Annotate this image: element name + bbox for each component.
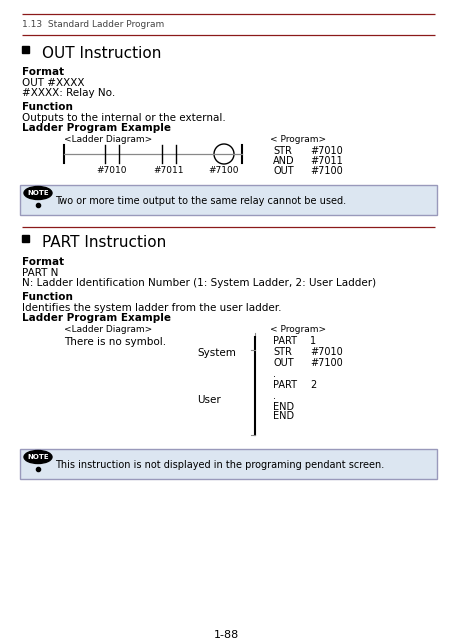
Text: #7100: #7100 <box>310 358 343 368</box>
Bar <box>22 46 29 53</box>
Text: 1-88: 1-88 <box>214 630 239 640</box>
Text: #7011: #7011 <box>310 156 343 166</box>
Text: Ladder Program Example: Ladder Program Example <box>22 123 171 133</box>
Text: PART Instruction: PART Instruction <box>42 235 166 250</box>
Text: #7011: #7011 <box>154 166 184 175</box>
Text: Function: Function <box>22 102 73 112</box>
Text: OUT: OUT <box>273 358 294 368</box>
Text: .: . <box>273 391 276 401</box>
Text: OUT #XXXX: OUT #XXXX <box>22 78 85 88</box>
Text: < Program>: < Program> <box>270 135 326 144</box>
Text: Identifies the system ladder from the user ladder.: Identifies the system ladder from the us… <box>22 303 281 313</box>
Text: NOTE: NOTE <box>27 454 49 460</box>
Text: PART N: PART N <box>22 268 58 278</box>
Text: 1: 1 <box>310 336 316 346</box>
Text: STR: STR <box>273 347 292 357</box>
Text: #7100: #7100 <box>310 166 343 176</box>
Text: END: END <box>273 402 294 412</box>
Text: 1.13  Standard Ladder Program: 1.13 Standard Ladder Program <box>22 20 164 29</box>
Text: Outputs to the internal or the external.: Outputs to the internal or the external. <box>22 113 226 123</box>
Text: Function: Function <box>22 292 73 302</box>
Text: .: . <box>273 369 276 379</box>
Text: OUT: OUT <box>273 166 294 176</box>
Text: PART: PART <box>273 336 297 346</box>
Text: #7010: #7010 <box>310 347 343 357</box>
Text: User: User <box>197 395 221 405</box>
Text: 2: 2 <box>310 380 316 390</box>
Text: <Ladder Diagram>: <Ladder Diagram> <box>64 325 152 334</box>
Text: STR: STR <box>273 146 292 156</box>
Text: There is no symbol.: There is no symbol. <box>64 337 166 347</box>
Text: System: System <box>197 348 236 358</box>
Text: END: END <box>273 411 294 421</box>
Text: PART: PART <box>273 380 297 390</box>
Ellipse shape <box>24 451 52 463</box>
Text: AND: AND <box>273 156 294 166</box>
Text: <Ladder Diagram>: <Ladder Diagram> <box>64 135 152 144</box>
FancyBboxPatch shape <box>20 449 437 479</box>
Text: < Program>: < Program> <box>270 325 326 334</box>
Text: Two or more time output to the same relay cannot be used.: Two or more time output to the same rela… <box>55 196 346 206</box>
Text: #7010: #7010 <box>97 166 127 175</box>
Text: NOTE: NOTE <box>27 190 49 196</box>
Text: #7010: #7010 <box>310 146 343 156</box>
Text: #7100: #7100 <box>209 166 239 175</box>
Text: N: Ladder Identification Number (1: System Ladder, 2: User Ladder): N: Ladder Identification Number (1: Syst… <box>22 278 376 288</box>
Bar <box>22 235 29 242</box>
Text: #XXXX: Relay No.: #XXXX: Relay No. <box>22 88 115 98</box>
Text: Format: Format <box>22 67 64 77</box>
Text: OUT Instruction: OUT Instruction <box>42 46 161 61</box>
Text: Format: Format <box>22 257 64 267</box>
Ellipse shape <box>24 186 52 200</box>
FancyBboxPatch shape <box>20 185 437 215</box>
Text: Ladder Program Example: Ladder Program Example <box>22 313 171 323</box>
Text: This instruction is not displayed in the programing pendant screen.: This instruction is not displayed in the… <box>55 460 384 470</box>
